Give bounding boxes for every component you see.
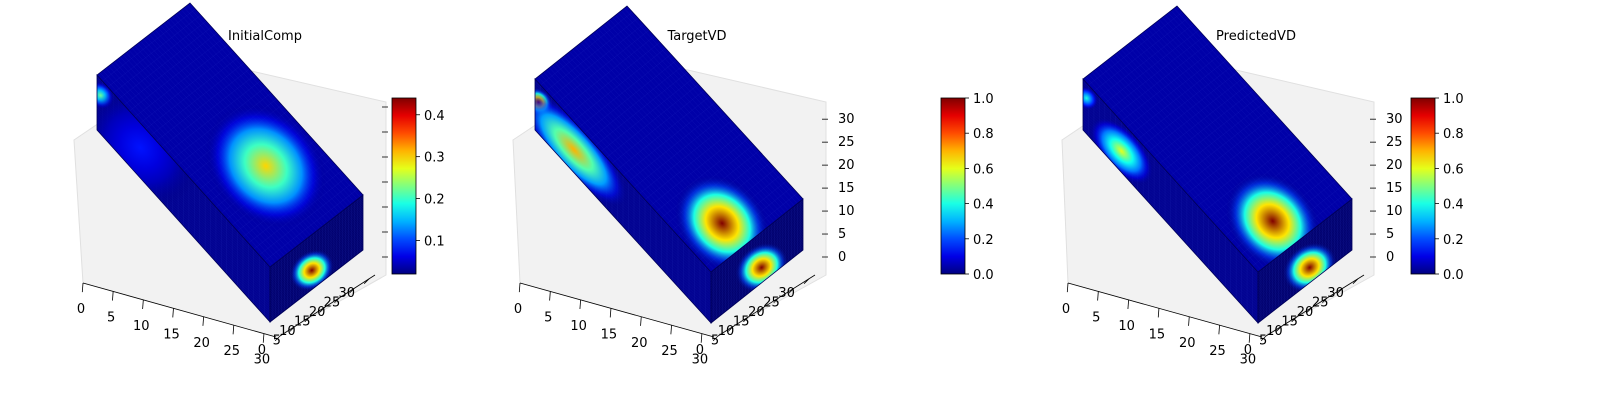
- targetvd-title: TargetVD: [666, 29, 726, 44]
- x-tick-label: 20: [631, 336, 648, 351]
- y-tick-label: 30: [339, 286, 356, 301]
- y-tick-label: 5: [273, 333, 281, 348]
- z-tick-label: 5: [1386, 227, 1394, 242]
- y-axis-line: [1265, 274, 1365, 337]
- y-tick-label: 20: [1297, 305, 1314, 320]
- y-tick-label: 5: [711, 333, 719, 348]
- z-tick-label: 25: [1386, 135, 1403, 150]
- y-tick-label: 25: [1312, 295, 1329, 310]
- z-tick-label: 30: [838, 112, 855, 127]
- colorbar-tick-label: 0.0: [1443, 268, 1464, 283]
- x-tick-label: 0: [514, 302, 522, 317]
- hotspot: [535, 91, 628, 208]
- colorbar-tick-label: 0.4: [973, 198, 994, 213]
- z-tick-label: 20: [1386, 158, 1403, 173]
- face-front-heat: [1083, 80, 1258, 322]
- hotspot: [1089, 117, 1154, 185]
- face-front-heat: [97, 76, 270, 321]
- face-top-heat: [537, 8, 801, 272]
- y-axis-line: [717, 274, 816, 337]
- hotspot: [1083, 86, 1099, 111]
- y-tick-label: 25: [763, 295, 780, 310]
- x-tick-label: 5: [1092, 310, 1100, 325]
- colorbar-tick-label: 0.6: [973, 162, 994, 177]
- y-tick-label: 30: [1327, 286, 1344, 301]
- x-tick-label: 15: [1149, 327, 1166, 342]
- x-tick-label: 20: [1179, 336, 1196, 351]
- colorbar-tick-label: 0.8: [973, 127, 994, 142]
- colorbar: [1410, 97, 1436, 275]
- colorbar-tick-label: 0.0: [973, 268, 994, 283]
- colorbar-tick-label: 0.4: [1443, 198, 1464, 213]
- colorbar-tick-label: 0.2: [424, 193, 445, 208]
- x-tick-label: 25: [224, 344, 241, 359]
- colorbar-tick-label: 1.0: [973, 92, 994, 107]
- y-tick-label: 20: [309, 305, 326, 320]
- z-tick-label: 0: [838, 250, 846, 265]
- y-tick-label: 0: [258, 343, 266, 358]
- x-tick-label: 5: [107, 310, 115, 325]
- z-tick-label: 30: [1386, 112, 1403, 127]
- colorbar-tick-label: 0.1: [424, 234, 445, 249]
- z-tick-label: 25: [838, 135, 855, 150]
- predictedvd-title: PredictedVD: [1216, 29, 1296, 44]
- x-tick-label: 30: [1240, 353, 1257, 368]
- x-axis-line: [1067, 282, 1263, 338]
- x-tick-label: 10: [570, 319, 587, 334]
- z-tick-label: 15: [838, 181, 855, 196]
- colorbar-tick-label: 1.0: [1443, 92, 1464, 107]
- y-tick-label: 10: [718, 324, 735, 339]
- colorbar: [391, 97, 417, 275]
- x-tick-label: 25: [1209, 344, 1226, 359]
- initialcomp-title: InitialComp: [228, 29, 302, 44]
- x-tick-label: 5: [544, 310, 552, 325]
- face-front-heat: [535, 80, 711, 322]
- z-tick-label: 0: [1386, 250, 1394, 265]
- y-tick-label: 30: [778, 286, 795, 301]
- colorbar-tick-label: 0.6: [1443, 162, 1464, 177]
- y-axis-line: [279, 274, 376, 337]
- x-tick-label: 10: [1118, 319, 1135, 334]
- face-right-heat: [711, 200, 803, 322]
- colorbar-tick-label: 0.2: [973, 233, 994, 248]
- colorbar: [940, 97, 966, 275]
- x-axis-line: [519, 282, 715, 338]
- z-tick-label: 10: [838, 204, 855, 219]
- hotspot: [205, 104, 326, 228]
- x-tick-label: 15: [163, 327, 180, 342]
- z-tick-label: 20: [838, 158, 855, 173]
- y-tick-label: 0: [696, 343, 704, 358]
- y-tick-label: 25: [324, 295, 341, 310]
- z-tick-label: 5: [838, 227, 846, 242]
- y-tick-label: 15: [294, 314, 311, 329]
- x-tick-label: 30: [254, 353, 271, 368]
- x-tick-label: 20: [193, 336, 210, 351]
- initialcomp-panel: InitialComp 0510152025300510152025300.10…: [73, 2, 445, 368]
- y-tick-label: 15: [733, 314, 750, 329]
- x-axis-line: [82, 282, 277, 338]
- colorbar-tick-label: 0.4: [424, 109, 445, 124]
- y-tick-label: 20: [748, 305, 765, 320]
- x-tick-label: 15: [601, 327, 618, 342]
- predictedvd-panel: PredictedVD 0510152025300510152025300510…: [1061, 5, 1464, 368]
- y-tick-label: 0: [1244, 343, 1252, 358]
- x-tick-label: 10: [133, 319, 150, 334]
- z-tick-label: 10: [1386, 204, 1403, 219]
- x-tick-label: 25: [661, 344, 678, 359]
- x-tick-label: 0: [77, 302, 85, 317]
- y-tick-label: 15: [1281, 314, 1298, 329]
- colorbar-tick-label: 0.3: [424, 151, 445, 166]
- z-tick-label: 15: [1386, 181, 1403, 196]
- x-tick-label: 30: [692, 353, 709, 368]
- y-tick-label: 10: [1266, 324, 1283, 339]
- y-tick-label: 5: [1259, 333, 1267, 348]
- face-top-heat: [99, 5, 361, 265]
- targetvd-panel: TargetVD 0510152025300510152025300510152…: [512, 5, 994, 368]
- x-tick-label: 0: [1062, 302, 1070, 317]
- y-tick-label: 10: [279, 324, 296, 339]
- colorbar-tick-label: 0.2: [1443, 233, 1464, 248]
- colorbar-tick-label: 0.8: [1443, 127, 1464, 142]
